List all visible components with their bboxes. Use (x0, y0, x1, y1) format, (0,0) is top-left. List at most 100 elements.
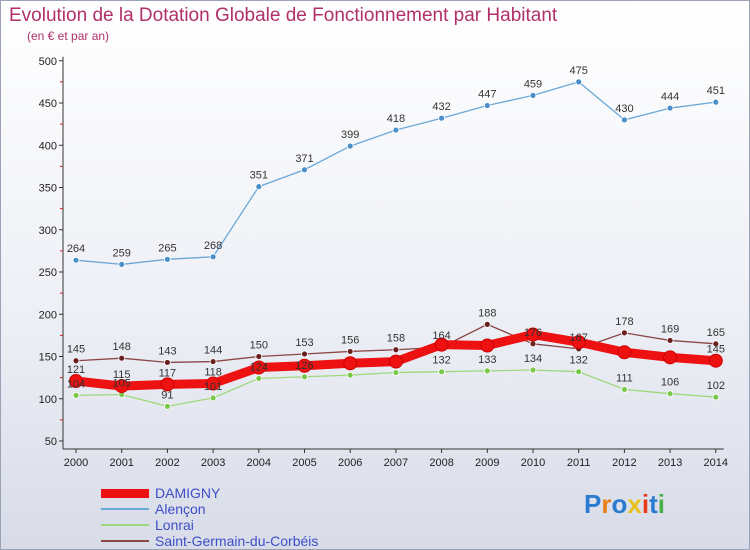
data-label: 106 (661, 377, 679, 389)
x-tick-label: 2012 (612, 457, 636, 469)
data-point (575, 368, 583, 376)
data-label: 418 (387, 113, 405, 125)
data-point (209, 394, 217, 402)
legend-label: DAMIGNY (155, 485, 221, 501)
data-point (483, 367, 491, 375)
data-label: 447 (478, 89, 496, 101)
chart-subtitle: (en € et par an) (27, 29, 110, 43)
data-point (529, 340, 537, 348)
data-point (712, 340, 720, 348)
data-label: 268 (204, 240, 222, 252)
data-point (526, 327, 540, 342)
logo-letter: i (641, 489, 650, 519)
data-point (392, 369, 400, 376)
data-point (712, 393, 720, 401)
data-point (392, 346, 400, 354)
data-point (118, 260, 126, 268)
data-point (666, 337, 674, 344)
data-labels: 121 115 117 118 145 264 259 265 268 351 371 399 418 4… (67, 65, 725, 401)
chart-title: Evolution de la Dotation Globale de Fonc… (9, 5, 558, 26)
data-label: 124 (250, 361, 268, 373)
data-label: 158 (387, 333, 405, 345)
data-label: 102 (707, 380, 725, 392)
legend-label: Lonrai (155, 517, 194, 533)
data-point (160, 377, 175, 392)
y-tick-label: 300 (39, 225, 57, 237)
x-tick-label: 2003 (201, 457, 225, 469)
data-point (575, 78, 583, 86)
data-label: 91 (161, 389, 173, 401)
data-label: 430 (615, 103, 633, 115)
legend-label: Alençon (155, 501, 206, 517)
data-point (708, 353, 723, 368)
data-label: 111 (616, 372, 633, 384)
data-label: 444 (661, 91, 679, 103)
legend-item: DAMIGNY (101, 485, 318, 501)
series-saint-germain-du-corb-is (72, 320, 720, 366)
logo-letter: r (601, 489, 612, 519)
data-label: 118 (204, 367, 222, 379)
y-tick-label: 400 (39, 140, 57, 152)
data-point (438, 368, 446, 376)
data-label: 451 (707, 85, 725, 97)
series-lonrai (72, 366, 720, 410)
data-label: 176 (524, 327, 542, 339)
data-label: 117 (159, 367, 177, 379)
data-point (346, 348, 354, 355)
y-tick-label: 200 (39, 309, 57, 321)
data-label: 115 (113, 369, 131, 381)
x-tick-label: 2004 (247, 457, 271, 469)
y-axis: 50 100 150 200 250 300 350 400 450 500 (39, 56, 64, 449)
data-label: 399 (341, 129, 359, 141)
y-tick-label: 450 (39, 98, 57, 110)
y-tick-label: 500 (39, 56, 57, 68)
data-label: 101 (204, 381, 222, 393)
data-point (301, 350, 308, 358)
data-point (571, 335, 586, 350)
legend-item: Alençon (101, 501, 318, 517)
data-point (118, 354, 126, 362)
data-point (251, 360, 266, 375)
data-label: 188 (478, 307, 496, 319)
x-tick-label: 2007 (384, 457, 408, 469)
data-point (480, 338, 495, 353)
y-tick-label: 250 (39, 267, 57, 279)
logo-letter: i (657, 489, 665, 519)
x-axis: 2000 2001 2002 2003 2004 2005 2006 2007 2008 2009… (63, 448, 728, 469)
data-point (617, 345, 632, 360)
data-point (297, 358, 312, 373)
x-tick-label: 2011 (567, 457, 591, 469)
data-point (206, 376, 221, 391)
series-damigny (69, 327, 723, 394)
x-tick-label: 2014 (704, 457, 728, 469)
data-label: 371 (295, 153, 313, 165)
data-label: 126 (295, 360, 313, 372)
data-point (666, 390, 674, 398)
data-point (434, 337, 449, 352)
data-label: 104 (67, 378, 85, 390)
data-label: 150 (250, 340, 268, 352)
data-label: 475 (570, 65, 588, 77)
data-label: 132 (432, 355, 450, 367)
logo-letter: t (649, 489, 658, 519)
data-point (255, 353, 263, 360)
x-tick-label: 2005 (292, 457, 316, 469)
data-point (255, 183, 263, 191)
data-point (346, 371, 354, 379)
legend-swatch (101, 540, 149, 542)
logo-letter: o (611, 489, 628, 519)
x-tick-label: 2013 (658, 457, 682, 469)
data-point (255, 375, 263, 382)
x-tick-label: 2006 (338, 457, 362, 469)
y-tick-label: 150 (39, 352, 57, 364)
data-label: 105 (113, 378, 131, 390)
data-label: 351 (250, 170, 268, 182)
series-alen-on (72, 78, 720, 268)
data-point (163, 359, 171, 366)
data-point (163, 255, 171, 263)
y-tick-label: 100 (39, 394, 57, 406)
data-point (483, 102, 491, 109)
data-point (114, 379, 129, 394)
x-tick-label: 2010 (521, 457, 545, 469)
data-label: 169 (661, 323, 679, 335)
